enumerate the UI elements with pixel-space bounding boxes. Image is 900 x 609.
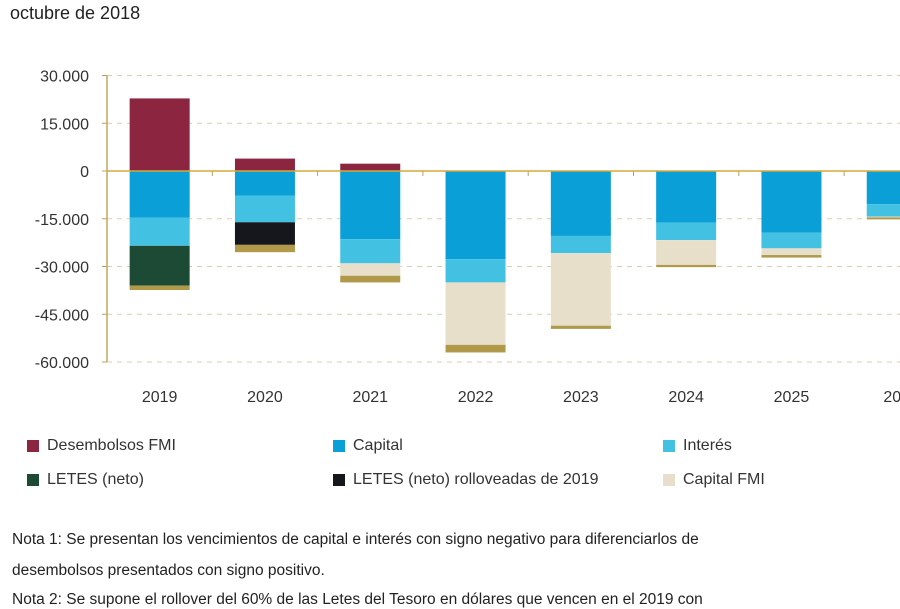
- bar-segment: [129, 171, 190, 218]
- x-tick-label: 2023: [563, 389, 599, 406]
- legend-item: LETES (neto) rolloveadas de 2019: [333, 471, 598, 489]
- legend-label: Interés: [683, 437, 732, 454]
- legend-label: Capital: [353, 437, 403, 454]
- bar-segment: [129, 217, 190, 246]
- bar-segment: [656, 222, 717, 241]
- bar-segment: [761, 248, 822, 256]
- legend-item: Interés: [663, 437, 732, 455]
- y-tick-label: -30.000: [35, 260, 89, 277]
- legend-item: Capital FMI: [663, 471, 765, 489]
- bar-segment: [234, 158, 295, 171]
- bar-segment: [656, 240, 717, 265]
- bar-segment: [550, 171, 611, 236]
- legend-label: LETES (neto): [47, 471, 144, 488]
- x-tick-label: 2021: [352, 389, 388, 406]
- note-1-cont: desembolsos presentados con signo positi…: [12, 562, 325, 579]
- x-tick-label: 2020: [247, 389, 283, 406]
- y-tick-label: 15.000: [40, 116, 89, 133]
- chart-title: octubre de 2018: [10, 3, 141, 23]
- bar-segment: [340, 163, 401, 171]
- y-tick-label: 30.000: [40, 69, 89, 86]
- bar-segment: [340, 263, 401, 276]
- bar-segment: [866, 171, 900, 205]
- bar-segment: [550, 325, 611, 329]
- legend-label: Capital FMI: [683, 471, 765, 488]
- legend-swatch: [333, 440, 345, 452]
- bar-segment: [550, 253, 611, 326]
- bar-segment: [445, 344, 506, 353]
- legend-swatch: [27, 440, 39, 452]
- bar-segment: [656, 171, 717, 223]
- bar-segment: [761, 255, 822, 258]
- bar-segment: [866, 204, 900, 217]
- y-tick-label: -60.000: [35, 355, 89, 372]
- bar-segment: [234, 244, 295, 253]
- bar-segment: [129, 98, 190, 171]
- y-tick-label: -45.000: [35, 307, 89, 324]
- legend-swatch: [333, 474, 345, 486]
- bar-segment: [445, 259, 506, 283]
- legend-swatch: [663, 440, 675, 452]
- bar-segment: [340, 275, 401, 283]
- x-tick-label: 202: [883, 389, 900, 406]
- note-2: Nota 2: Se supone el rollover del 60% de…: [12, 591, 703, 608]
- legend-item: Capital: [333, 437, 403, 455]
- bar-segment: [129, 245, 190, 286]
- bar-segment: [866, 216, 900, 218]
- bar-segment: [129, 285, 190, 291]
- legend-swatch: [663, 474, 675, 486]
- y-tick-label: -15.000: [35, 212, 89, 229]
- x-tick-label: 2024: [668, 389, 704, 406]
- bar-segment: [761, 171, 822, 233]
- stacked-bar-chart: 30.000 15.000 0 -15.000 -30.000 -45.000 -60.00…: [35, 69, 900, 406]
- bar-segment: [761, 232, 822, 249]
- bar-segment: [234, 222, 295, 245]
- bar-segment: [234, 171, 295, 196]
- x-tick-label: 2019: [142, 389, 178, 406]
- bar-segment: [550, 235, 611, 254]
- legend-swatch: [27, 474, 39, 486]
- note-1: Nota 1: Se presentan los vencimientos de…: [12, 531, 699, 548]
- bar-segment: [866, 217, 900, 220]
- x-tick-label: 2025: [774, 389, 810, 406]
- legend-label: Desembolsos FMI: [47, 437, 176, 454]
- bar-segment: [234, 195, 295, 223]
- x-tick-label: 2022: [458, 389, 494, 406]
- bar-segment: [340, 239, 401, 264]
- bar-segment: [445, 282, 506, 345]
- bar-segment: [445, 171, 506, 260]
- bar-segment: [656, 264, 717, 268]
- legend-label: LETES (neto) rolloveadas de 2019: [353, 471, 599, 488]
- legend-item: Desembolsos FMI: [27, 437, 176, 455]
- bar-segment: [340, 171, 401, 240]
- legend-item: LETES (neto): [27, 471, 144, 489]
- y-tick-label: 0: [80, 164, 89, 181]
